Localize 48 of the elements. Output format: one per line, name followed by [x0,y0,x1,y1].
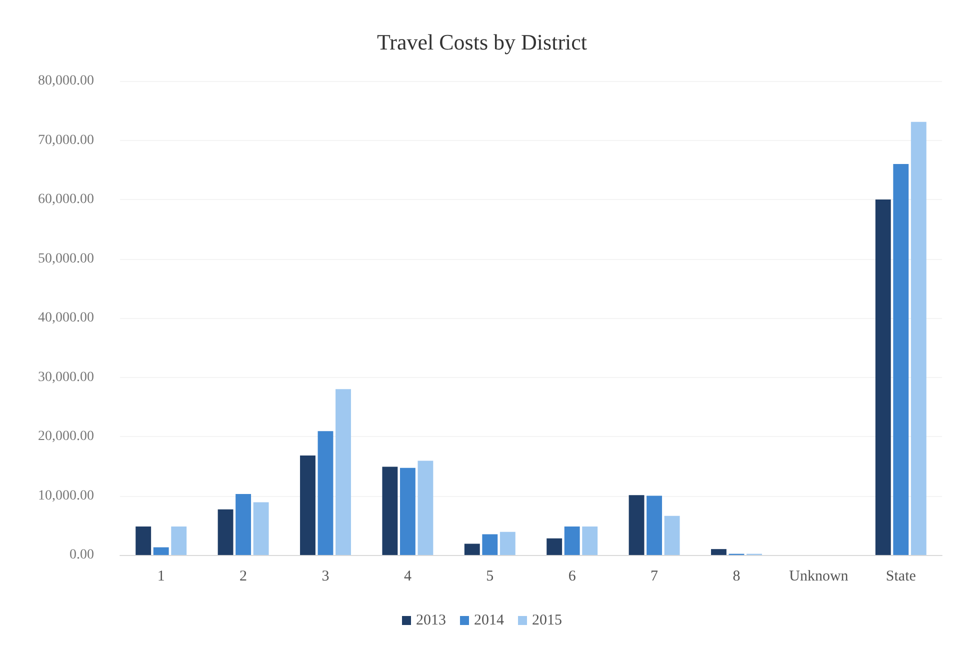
bar [664,516,680,555]
bar [875,200,891,555]
y-tick-label: 50,000.00 [38,251,94,266]
chart-title: Travel Costs by District [376,30,588,54]
bar [582,526,598,555]
x-tick-label: 6 [568,568,576,584]
bar [418,460,434,555]
bar [336,389,351,555]
y-tick-label: 60,000.00 [38,192,94,207]
bar [382,466,398,555]
x-tick-label: 4 [404,568,412,584]
bar [153,547,169,555]
bar [910,122,926,555]
y-tick-label: 70,000.00 [38,132,94,148]
y-tick-label: 0.00 [70,548,94,562]
bar [628,495,644,555]
bar [136,526,152,555]
y-tick-label: 80,000.00 [38,74,94,88]
bar [464,544,480,555]
x-tick-label: 2 [240,568,248,584]
bar [236,494,252,555]
y-tick-label: 10,000.00 [38,488,94,504]
bar [218,509,234,555]
x-tick-label: State [886,568,916,584]
x-tick-label: 1 [157,568,165,584]
bar [646,496,662,555]
bar [546,538,562,555]
bar [482,534,498,555]
x-tick-label: 7 [650,568,659,584]
bar [253,502,269,555]
x-tick-label: 5 [486,568,494,584]
x-tick-label: 8 [732,568,740,584]
bar [300,455,316,555]
bar [564,526,580,555]
bar [171,526,187,555]
y-tick-label: 20,000.00 [38,429,94,444]
bar [711,549,726,555]
legend-label: 2015 [532,612,562,628]
legend-label: 2013 [416,612,446,628]
legend-label: 2014 [474,612,504,628]
bar [318,431,334,555]
x-tick-label: 3 [322,568,330,584]
y-tick-label: 30,000.00 [38,370,94,385]
bar [500,532,516,555]
x-tick-label: Unknown [789,568,849,584]
y-tick-label: 40,000.00 [38,310,94,326]
bar [400,468,416,555]
bar [893,164,909,555]
